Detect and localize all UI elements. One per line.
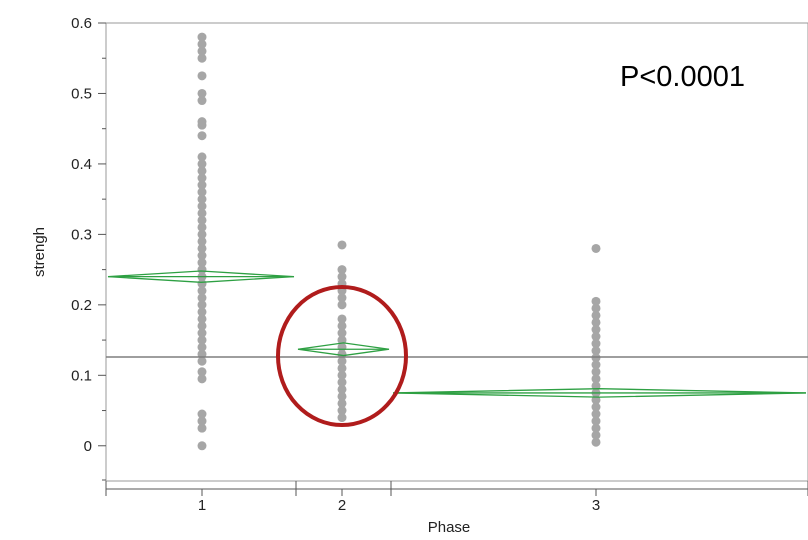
data-point — [197, 300, 207, 310]
data-point — [337, 328, 347, 338]
data-point — [337, 406, 347, 416]
data-point — [591, 339, 601, 349]
x-axis: 1 2 3 — [105, 481, 808, 514]
data-point — [197, 367, 207, 377]
data-point — [197, 307, 207, 317]
p-value-annotation: P<0.0001 — [620, 61, 745, 93]
data-point — [337, 398, 347, 408]
data-point — [197, 374, 207, 384]
data-point — [591, 243, 601, 253]
data-point — [197, 293, 207, 303]
data-point — [337, 240, 347, 250]
data-point — [197, 423, 207, 433]
x-tick-label: 1 — [198, 497, 206, 514]
y-tick-label: 0 — [84, 438, 92, 455]
data-point — [591, 423, 601, 433]
data-point — [337, 413, 347, 423]
y-tick-label: 0.6 — [71, 15, 92, 32]
data-point — [197, 180, 207, 190]
data-point — [337, 370, 347, 380]
data-point — [197, 159, 207, 169]
data-point — [197, 441, 207, 451]
data-point — [197, 215, 207, 225]
data-point — [197, 286, 207, 296]
means-diamonds — [107, 270, 807, 398]
data-point — [197, 222, 207, 232]
data-point — [591, 416, 601, 426]
data-point — [197, 71, 207, 81]
data-point — [591, 310, 601, 320]
data-point — [197, 166, 207, 176]
data-point — [591, 409, 601, 419]
data-point — [337, 265, 347, 275]
data-point — [337, 272, 347, 282]
data-point — [591, 332, 601, 342]
data-point — [591, 374, 601, 384]
data-point — [337, 321, 347, 331]
data-point — [337, 356, 347, 366]
data-point — [337, 391, 347, 401]
data-points — [197, 32, 601, 451]
data-point — [197, 96, 207, 106]
x-tick-label: 2 — [338, 497, 346, 514]
data-point — [591, 360, 601, 370]
data-point — [591, 317, 601, 327]
data-point — [591, 303, 601, 313]
data-point — [197, 321, 207, 331]
data-point — [197, 314, 207, 324]
data-point — [591, 346, 601, 356]
data-point — [197, 208, 207, 218]
data-point — [197, 409, 207, 419]
data-point — [197, 88, 207, 98]
data-point — [197, 342, 207, 352]
data-point — [197, 356, 207, 366]
data-point — [197, 46, 207, 56]
data-point — [197, 53, 207, 63]
y-tick-label: 0.5 — [71, 85, 92, 102]
data-point — [591, 437, 601, 447]
y-tick-label: 0.2 — [71, 297, 92, 314]
data-point — [197, 251, 207, 261]
data-point — [197, 131, 207, 141]
x-axis-title: Phase — [428, 519, 471, 536]
data-point — [337, 384, 347, 394]
data-point — [197, 194, 207, 204]
data-point — [591, 296, 601, 306]
data-point — [197, 335, 207, 345]
data-point — [197, 201, 207, 211]
data-point — [337, 363, 347, 373]
y-tick-label: 0.1 — [71, 367, 92, 384]
data-point — [197, 152, 207, 162]
y-axis-title: strengh — [31, 227, 48, 277]
data-point — [337, 377, 347, 387]
data-point — [591, 367, 601, 377]
data-point — [197, 187, 207, 197]
data-point — [337, 314, 347, 324]
data-point — [197, 32, 207, 42]
plot-frame — [105, 22, 808, 482]
data-point — [197, 117, 207, 127]
data-point — [591, 430, 601, 440]
data-point — [337, 293, 347, 303]
data-point — [337, 335, 347, 345]
data-point — [337, 300, 347, 310]
data-point — [197, 258, 207, 268]
data-point — [591, 402, 601, 412]
data-point — [591, 325, 601, 335]
data-point — [197, 229, 207, 239]
data-point — [197, 416, 207, 426]
highlight-layer — [276, 285, 408, 427]
data-point — [197, 39, 207, 49]
highlight-circle — [276, 285, 408, 427]
y-axis: 0 0.1 0.2 0.3 0.4 0.5 0.6 — [71, 15, 106, 481]
data-point — [197, 236, 207, 246]
data-point — [197, 243, 207, 253]
y-tick-label: 0.4 — [71, 156, 92, 173]
data-point — [197, 328, 207, 338]
data-point — [197, 173, 207, 183]
y-tick-label: 0.3 — [71, 226, 92, 243]
x-tick-label: 3 — [592, 497, 600, 514]
